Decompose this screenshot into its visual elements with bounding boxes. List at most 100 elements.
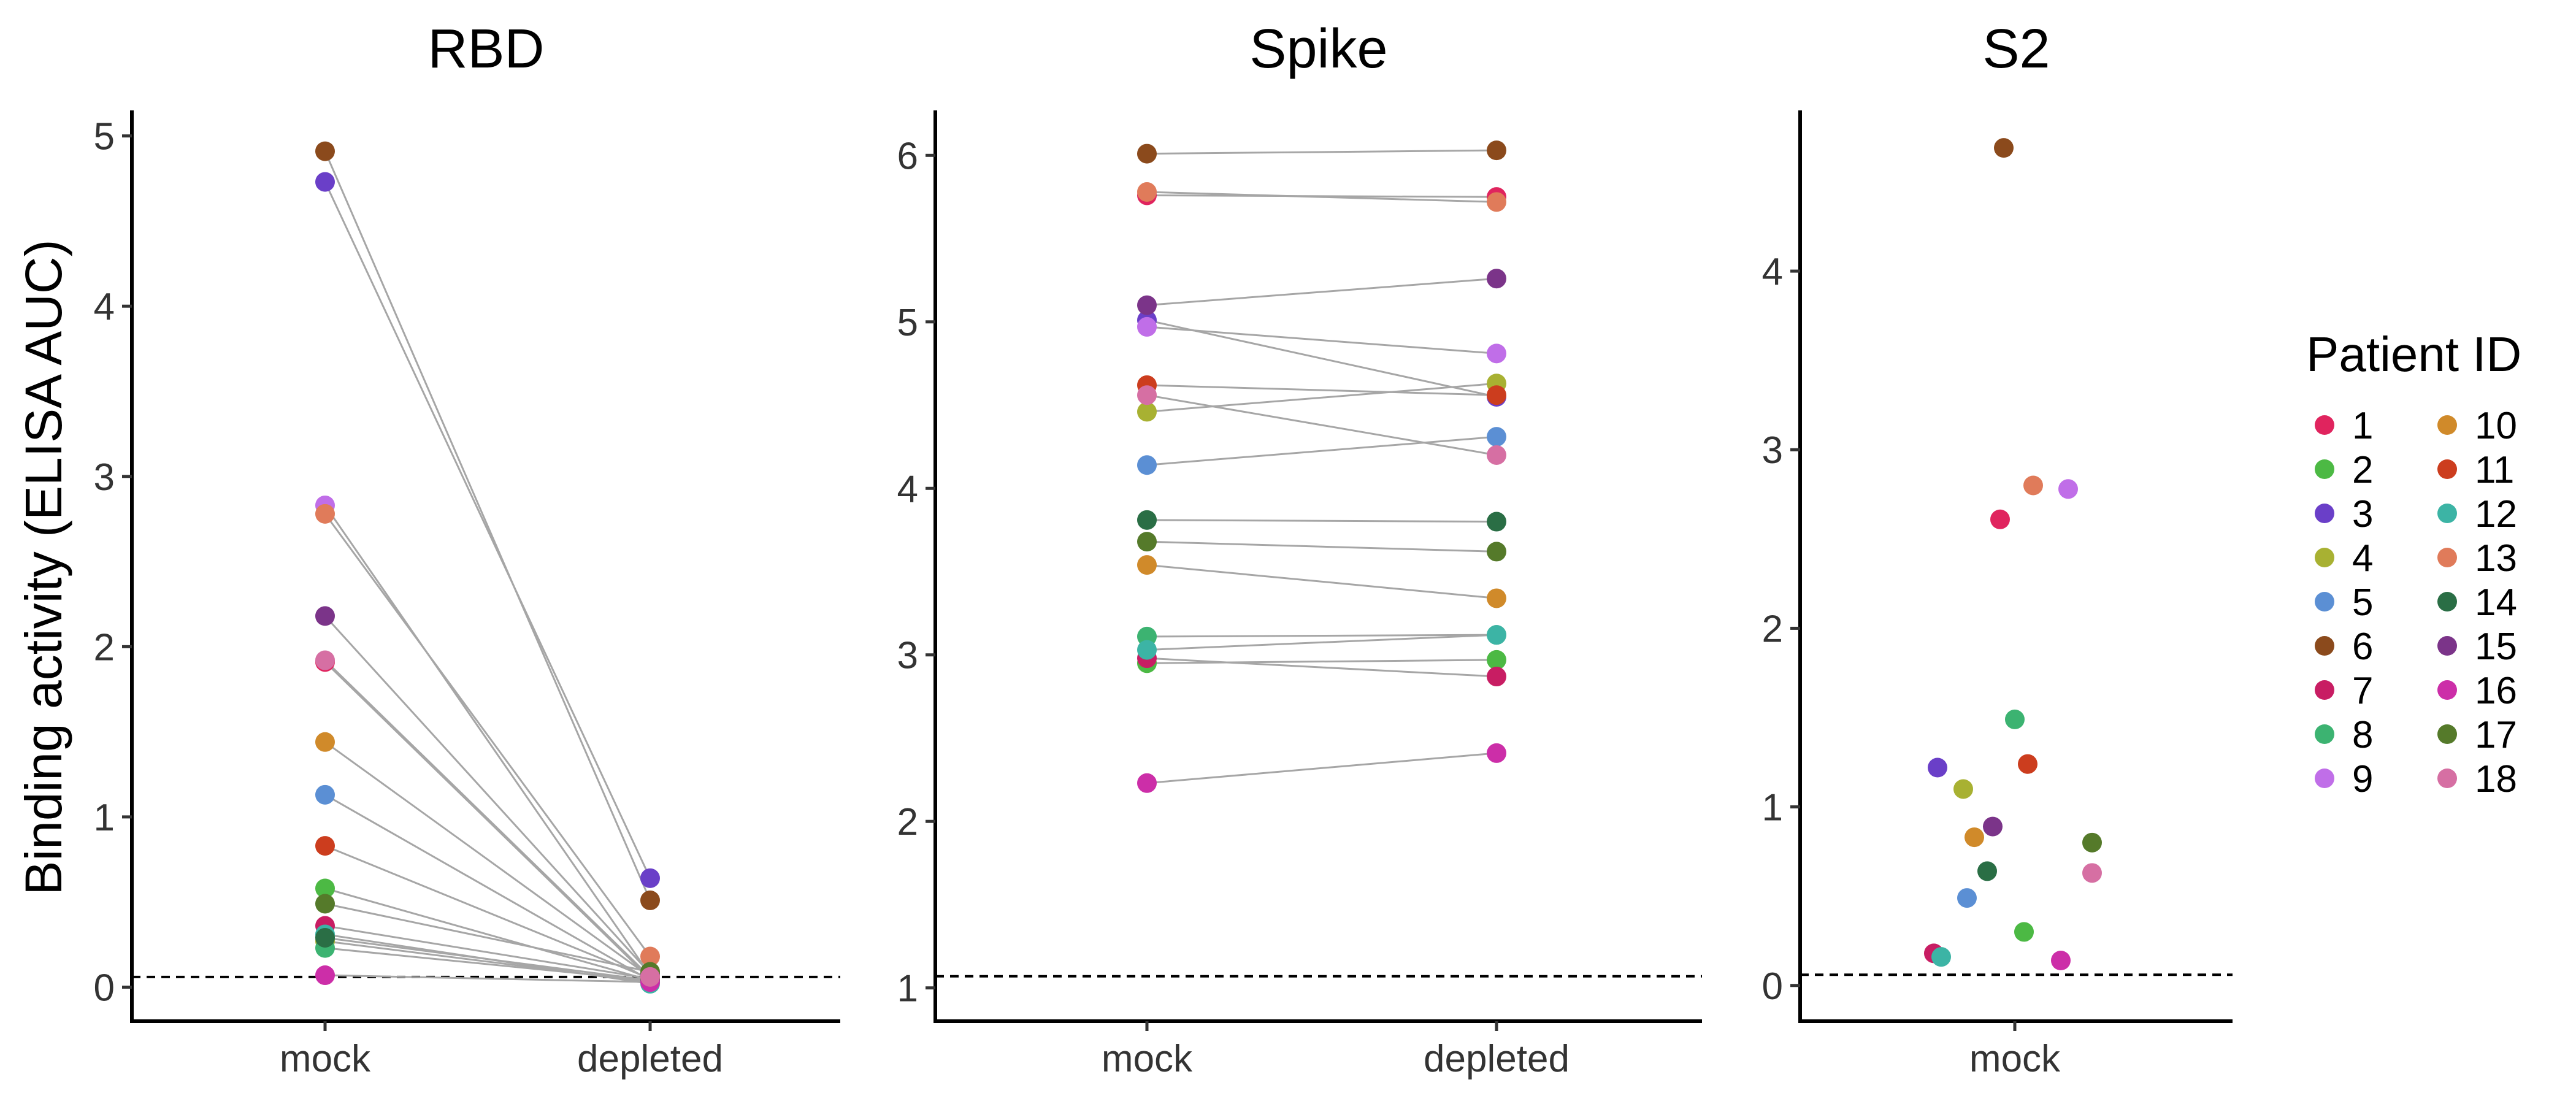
data-point xyxy=(1487,667,1506,687)
pair-line xyxy=(324,937,651,981)
data-point xyxy=(315,836,335,856)
x-tick-label: depleted xyxy=(1424,1038,1570,1080)
data-point xyxy=(1137,532,1157,552)
legend-title: Patient ID xyxy=(2306,327,2521,381)
legend-item: 1 xyxy=(2315,405,2373,447)
data-point xyxy=(2018,754,2037,774)
data-point xyxy=(2082,863,2102,883)
pair-line xyxy=(1146,384,1497,396)
legend-label: 8 xyxy=(2352,714,2373,756)
pair-line xyxy=(1146,657,1497,678)
data-point xyxy=(1137,182,1157,202)
data-point xyxy=(1957,888,1977,908)
data-point xyxy=(1487,512,1506,532)
data-point xyxy=(1487,140,1506,161)
legend-swatch xyxy=(2315,680,2334,700)
data-point xyxy=(1137,455,1157,475)
legend-swatch xyxy=(2437,415,2457,435)
legend-label: 1 xyxy=(2352,405,2373,447)
legend-swatch xyxy=(2315,592,2334,611)
data-point xyxy=(1137,402,1157,422)
pair-line xyxy=(324,505,651,976)
data-point xyxy=(1137,385,1157,405)
data-point xyxy=(1137,555,1157,575)
pair-line xyxy=(1146,435,1497,466)
legend-label: 15 xyxy=(2475,626,2517,668)
legend-item: 7 xyxy=(2315,670,2373,712)
y-tick-label: 0 xyxy=(1762,965,1783,1008)
panel-title: Spike xyxy=(1249,18,1387,80)
pair-line xyxy=(1146,634,1497,638)
legend-item: 12 xyxy=(2437,493,2517,535)
pair-line xyxy=(1146,319,1497,398)
y-tick-label: 1 xyxy=(94,797,115,839)
y-tick-label: 2 xyxy=(94,626,115,669)
legend-label: 12 xyxy=(2475,493,2517,535)
x-tick-label: mock xyxy=(1102,1038,1193,1080)
data-point xyxy=(1990,509,2010,529)
legend-swatch xyxy=(2437,504,2457,523)
pair-line xyxy=(1146,634,1497,651)
legend-label: 13 xyxy=(2475,537,2517,580)
pair-line xyxy=(1146,519,1497,523)
data-point xyxy=(315,650,335,670)
legend-label: 4 xyxy=(2352,537,2373,580)
data-point xyxy=(1137,144,1157,164)
x-tick-label: depleted xyxy=(577,1038,723,1080)
legend-item: 16 xyxy=(2437,670,2517,712)
data-point xyxy=(1487,385,1506,405)
pair-line xyxy=(1146,564,1497,599)
pair-line xyxy=(324,903,651,973)
pair-line xyxy=(1146,394,1497,456)
data-point xyxy=(1983,816,2003,837)
data-point xyxy=(640,967,660,987)
pair-line xyxy=(1146,149,1497,155)
legend-item: 10 xyxy=(2437,405,2517,447)
pair-line xyxy=(324,845,651,979)
data-point xyxy=(1487,588,1506,608)
data-point xyxy=(1928,757,1947,778)
pair-line xyxy=(324,794,651,981)
legend-item: 18 xyxy=(2437,758,2517,800)
y-tick-label: 2 xyxy=(1762,608,1783,650)
pair-line xyxy=(324,741,651,978)
panel-s2: S2 0 1 2 3 4 mock xyxy=(1762,18,2233,1080)
pair-line xyxy=(1146,326,1497,355)
y-tick-label: 3 xyxy=(897,635,918,677)
data-point xyxy=(315,732,335,752)
legend-item: 11 xyxy=(2437,449,2514,491)
y-tick-label: 6 xyxy=(897,135,918,177)
y-tick-label: 4 xyxy=(897,468,918,510)
data-point xyxy=(640,868,660,888)
data-point xyxy=(2014,922,2034,942)
legend-label: 9 xyxy=(2352,758,2373,800)
data-point xyxy=(640,890,660,910)
legend-swatch xyxy=(2437,548,2457,567)
data-point xyxy=(1994,138,2014,158)
legend-label: 10 xyxy=(2475,405,2517,447)
data-point xyxy=(2051,951,2071,970)
data-point xyxy=(2082,832,2102,853)
legend-label: 5 xyxy=(2352,581,2373,624)
y-axis-title: Binding activity (ELISA AUC) xyxy=(15,239,72,895)
legend-label: 6 xyxy=(2352,626,2373,668)
pair-line xyxy=(324,659,651,978)
y-tick-label: 4 xyxy=(1762,251,1783,293)
pair-line xyxy=(1146,540,1497,553)
y-tick-label: 4 xyxy=(94,286,115,328)
pair-line xyxy=(324,661,651,979)
legend-item: 6 xyxy=(2315,626,2373,668)
pair-line xyxy=(1146,752,1497,784)
data-point xyxy=(1953,779,1973,799)
panel-rbd: RBD 0 1 2 3 4 5 mock depleted xyxy=(94,18,840,1080)
data-point xyxy=(1487,625,1506,645)
panels: RBD 0 1 2 3 4 5 mock depleted Spike 1 2 3 4 5 6 mock depl… xyxy=(94,18,2233,1080)
data-point xyxy=(2023,475,2043,496)
legend-item: 17 xyxy=(2437,714,2517,756)
data-point xyxy=(1487,542,1506,562)
pair-line xyxy=(324,615,651,975)
legend-swatch xyxy=(2315,415,2334,435)
legend-item: 15 xyxy=(2437,626,2517,668)
